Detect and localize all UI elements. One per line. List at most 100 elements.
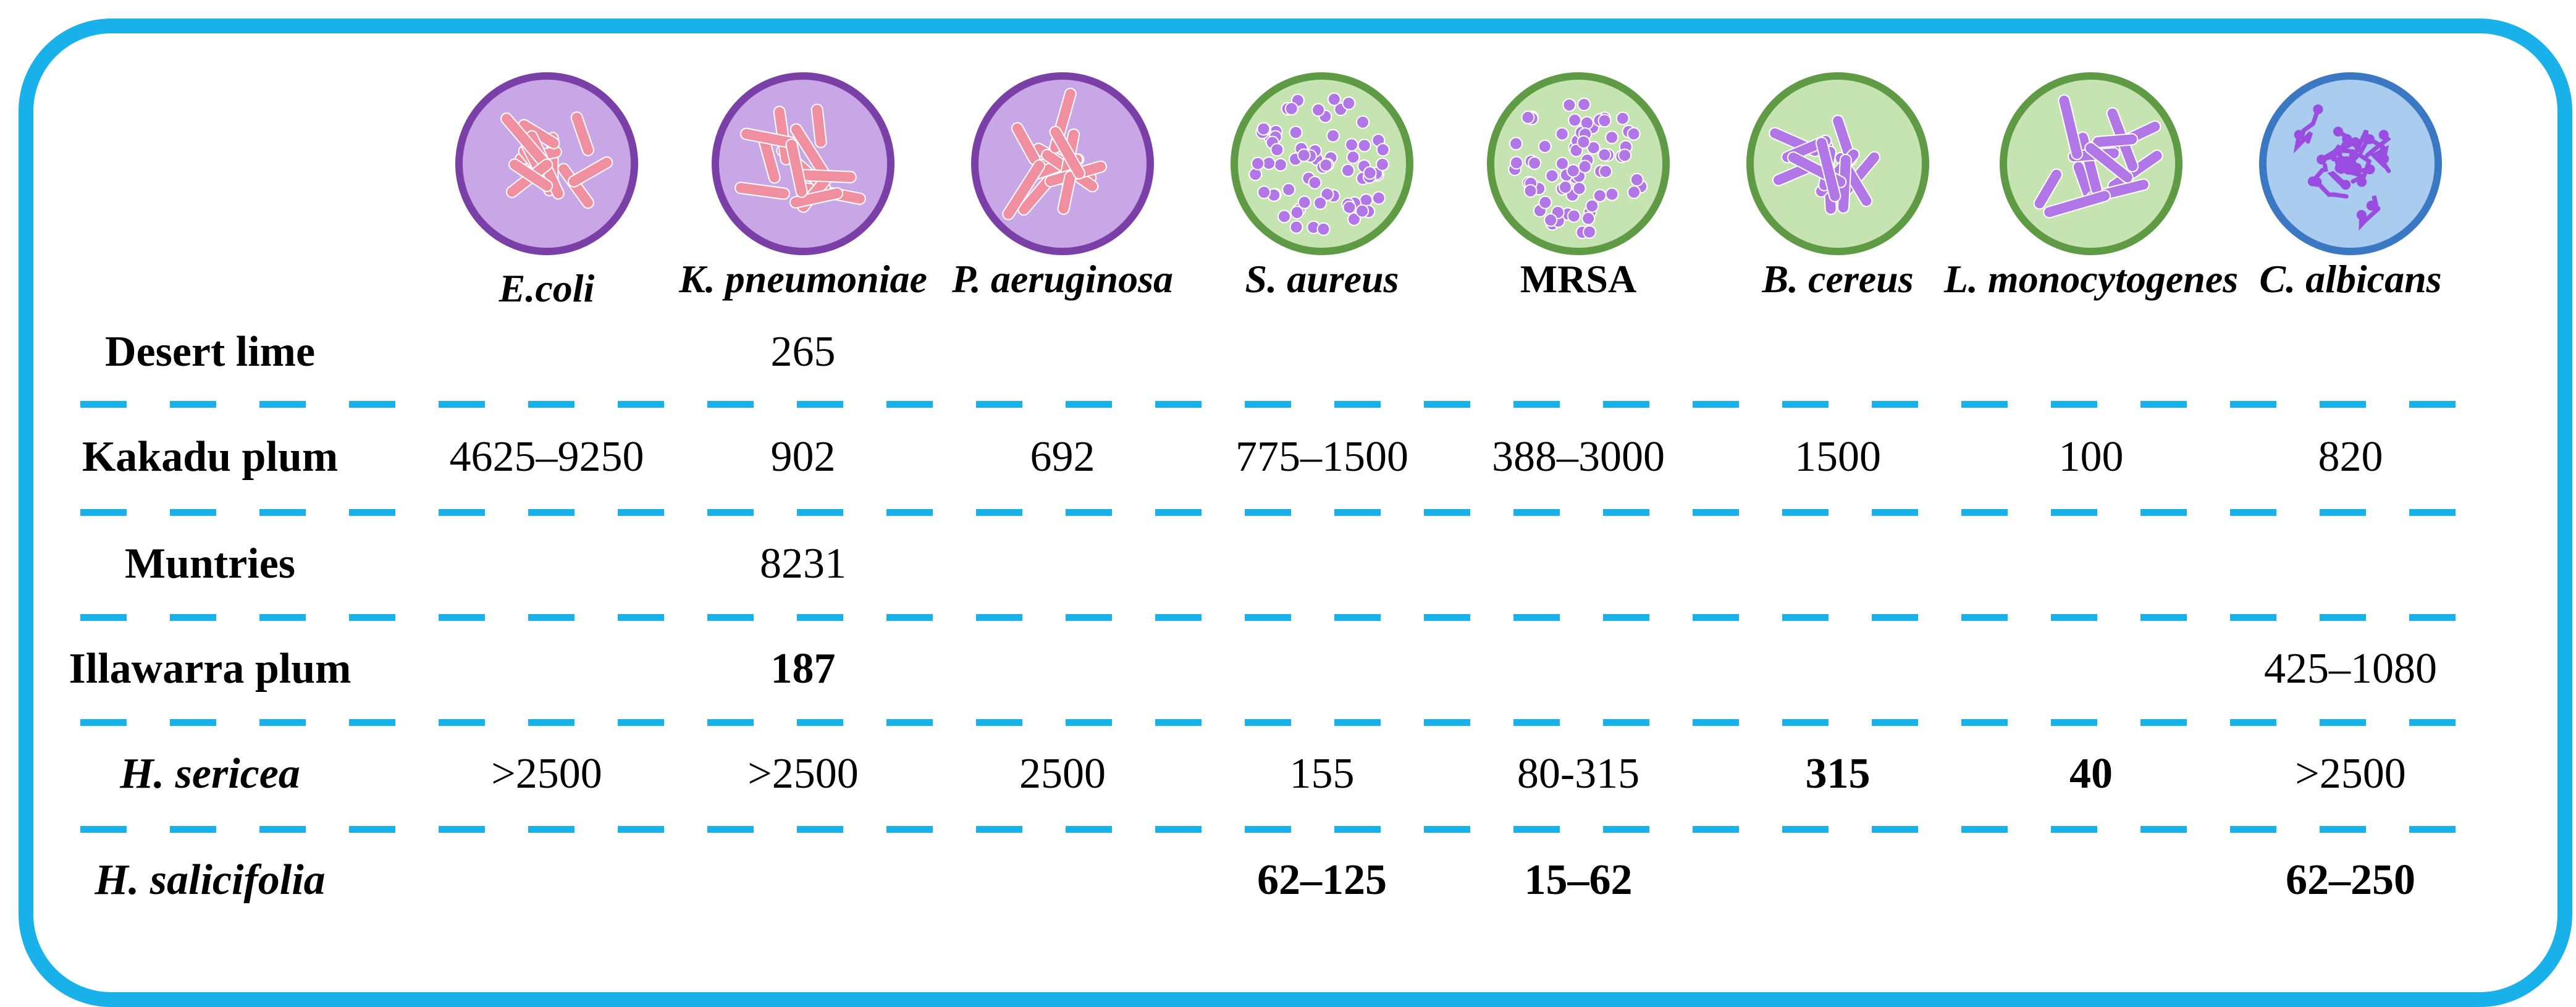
- coccus-cell: [1569, 143, 1583, 158]
- coccus-cell: [1257, 185, 1271, 200]
- mic-value: 8231: [760, 540, 846, 588]
- coccus-cell: [1375, 157, 1389, 171]
- yeast-cell: [2366, 200, 2376, 211]
- coccus-cell: [1319, 158, 1333, 172]
- coccus-cell: [1581, 211, 1596, 225]
- coccus-cell: [1289, 220, 1303, 234]
- hypha: [2338, 153, 2359, 174]
- coccus-cell: [1509, 137, 1523, 151]
- coccus-cell: [1342, 200, 1357, 214]
- hypha: [2299, 107, 2320, 138]
- rod-cell: [734, 182, 790, 200]
- microbe-k-pneumoniae-icon: [712, 72, 894, 255]
- coccus-cell: [1284, 101, 1299, 116]
- coccus-cell: [1578, 159, 1592, 174]
- yeast-cell: [2378, 130, 2389, 140]
- microbe-l-monocytogenes-icon: [2000, 72, 2182, 255]
- coccus-cell: [1311, 103, 1326, 117]
- yeast-cell: [2333, 126, 2343, 137]
- mic-value: >2500: [747, 750, 859, 798]
- hypha: [2314, 179, 2349, 199]
- coccus-cell: [1282, 182, 1296, 196]
- coccus-cell: [1346, 150, 1360, 164]
- yeast-cell: [2307, 176, 2318, 187]
- mic-value: 40: [2069, 750, 2113, 798]
- organism-label: C. albicans: [2259, 257, 2442, 301]
- coccus-cell: [1345, 138, 1359, 152]
- organism-label: P. aeruginosa: [951, 257, 1174, 301]
- rod-cell: [508, 158, 554, 192]
- row-label: Desert lime: [104, 328, 316, 376]
- microbe-b-cereus-icon: [1746, 72, 1929, 255]
- mic-value: 692: [1030, 433, 1095, 481]
- coccus-cell: [1357, 138, 1371, 153]
- coccus-cell: [1558, 180, 1572, 194]
- coccus-cell: [1371, 191, 1386, 205]
- coccus-cell: [1597, 114, 1612, 128]
- coccus-cell: [1376, 143, 1390, 157]
- mic-value: >2500: [491, 750, 602, 798]
- yeast-cell: [2317, 154, 2327, 165]
- yeast-cell: [2341, 180, 2351, 190]
- microbe-mrsa-icon: [1487, 72, 1670, 255]
- coccus-cell: [1277, 209, 1291, 224]
- coccus-cell: [1615, 111, 1630, 125]
- coccus-cell: [1326, 129, 1340, 143]
- yeast-cell: [2349, 150, 2359, 161]
- rod-cell: [789, 187, 844, 209]
- hypha: [2336, 129, 2370, 156]
- coccus-cell: [1580, 116, 1594, 130]
- coccus-cell: [1555, 156, 1569, 171]
- coccus-cell: [1290, 206, 1304, 220]
- rod-cell: [798, 169, 857, 183]
- cells-group: [1508, 98, 1648, 239]
- coccus-cell: [1555, 127, 1569, 141]
- rod-cell: [1002, 159, 1046, 221]
- row-divider: [80, 509, 2477, 516]
- coccus-cell: [1630, 172, 1644, 187]
- microbe-c-albicans-icon: [2259, 72, 2442, 255]
- coccus-cell: [1597, 148, 1612, 162]
- mic-value: 62–250: [2286, 856, 2415, 904]
- hypha: [2352, 129, 2369, 158]
- mic-value: 2500: [1019, 750, 1106, 798]
- row-divider: [80, 719, 2477, 726]
- mic-value: >2500: [2295, 750, 2406, 798]
- cells-group: [1248, 92, 1390, 236]
- mic-value: 820: [2318, 433, 2383, 481]
- coccus-cell: [1341, 163, 1355, 177]
- coccus-cell: [1313, 196, 1328, 210]
- yeast-cell: [2343, 164, 2354, 175]
- rod-cell: [570, 111, 594, 156]
- row-label: H. salicifolia: [95, 856, 326, 904]
- coccus-cell: [1576, 135, 1591, 149]
- coccus-cell: [1355, 204, 1370, 218]
- coccus-cell: [1538, 139, 1552, 153]
- row-label: H. sericea: [120, 750, 300, 798]
- organism-label: S. aureus: [1245, 257, 1399, 301]
- row-label: Kakadu plum: [82, 433, 339, 481]
- organism-label: L. monocytogenes: [1943, 257, 2239, 301]
- cells-group: [2033, 94, 2163, 219]
- coccus-cell: [1627, 127, 1641, 141]
- coccus-cell: [1585, 199, 1599, 213]
- coccus-cell: [1583, 225, 1597, 239]
- coccus-cell: [1605, 187, 1619, 201]
- organism-label: K. pneumoniae: [679, 257, 927, 301]
- coccus-cell: [1562, 98, 1576, 112]
- organism-label: E.coli: [499, 266, 595, 310]
- microbe-e-coli-icon: [455, 72, 638, 255]
- yeast-cell: [2379, 154, 2389, 164]
- coccus-cell: [1521, 111, 1535, 125]
- organism-label: B. cereus: [1762, 257, 1914, 301]
- coccus-cell: [1347, 212, 1361, 226]
- hypha: [2359, 206, 2381, 231]
- coccus-cell: [1545, 169, 1559, 183]
- coccus-cell: [1605, 130, 1619, 145]
- mic-value: 100: [2058, 433, 2124, 481]
- hypha: [2310, 162, 2328, 184]
- rod-cell: [2084, 141, 2134, 184]
- cells-group: [2293, 104, 2391, 231]
- mic-value: 4625–9250: [449, 433, 644, 481]
- coccus-cell: [1528, 156, 1542, 170]
